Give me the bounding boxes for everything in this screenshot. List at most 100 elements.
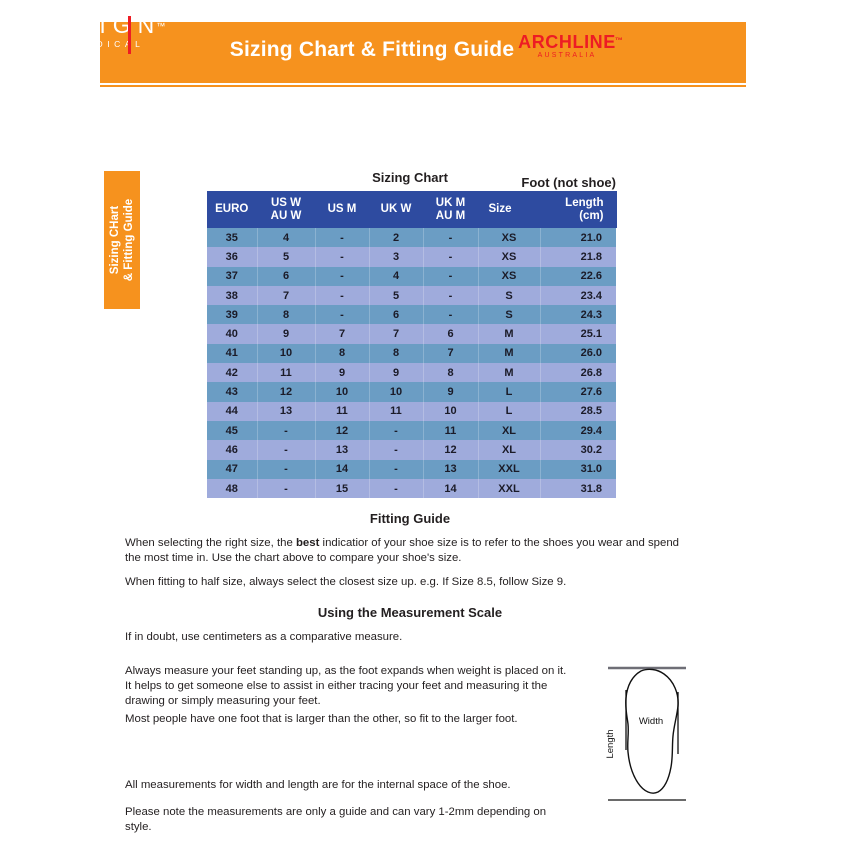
foot-diagram-width-label: Width [639,716,663,727]
table-cell: 11 [369,401,424,421]
foot-not-shoe-note: Foot (not shoe) [521,175,616,190]
table-cell: 10 [315,382,370,402]
foot-measurement-diagram: Width Length [594,664,714,804]
fitting-guide-paragraph-1-part2: indicatior of your shoe size is to refer… [125,537,680,564]
table-cell: 9 [315,363,370,383]
table-cell: XL [478,420,541,441]
table-cell: 46 [207,440,258,460]
table-cell: 12 [257,382,316,402]
side-tab-label-line2: & Fitting Guide [123,198,135,282]
measurement-paragraph-3: Most people have one foot that is larger… [125,713,518,725]
table-row: 39 8-6- S 24.3 [207,305,616,325]
column-header-length-line2: (cm) [579,209,604,222]
table-cell: - [423,247,479,267]
table-cell: XS [478,266,541,286]
axign-subtitle: MEDICAL [74,39,145,49]
table-cell: 5 [369,285,424,306]
table-cell: 21.0 [540,228,616,248]
column-header-size-line1: Size [488,203,512,216]
table-cell: - [257,478,316,499]
column-header-us-w: US W AU W [257,191,316,228]
table-cell: M [478,363,541,383]
archline-wordmark-text: ARCHLINE [518,32,616,52]
table-cell: 13 [257,401,316,421]
table-cell: 39 [207,305,258,325]
archline-logo: ARCHLINE ™ AUSTRALIA [502,32,632,59]
table-cell: - [315,266,370,286]
table-cell: 26.8 [540,363,616,383]
table-cell: 24.3 [540,305,616,325]
archline-subtitle: AUSTRALIA [537,52,597,59]
table-cell: 38 [207,285,258,306]
column-header-euro-line1: EURO [215,203,249,216]
measurement-paragraph-4: All measurements for width and length ar… [125,779,511,791]
table-cell: 8 [423,363,479,383]
table-cell: M [478,343,541,364]
table-cell: 7 [257,285,316,306]
table-cell: 2 [369,228,424,248]
column-header-us-m-line1: US M [327,203,357,216]
column-header-euro: EURO [207,191,258,228]
column-header-uk-m: UK M AU M [423,191,479,228]
fitting-guide-paragraph-1-part1: When selecting the right size, the [125,537,296,549]
table-cell: 3 [369,247,424,267]
table-cell: 21.8 [540,247,616,267]
table-cell: S [478,285,541,306]
measurement-paragraph-2: Always measure your feet standing up, as… [125,665,567,707]
archline-wordmark: ARCHLINE ™ [518,32,623,52]
table-header-row: EURO US W AU W US M UK W UK M AU M Size [207,191,617,228]
page-title: Sizing Chart & Fitting Guide [229,38,515,61]
table-cell: - [257,420,316,441]
table-cell: - [315,247,370,267]
table-cell: 10 [369,382,424,402]
trademark-icon: ™ [614,36,623,45]
column-header-us-m: US M [315,191,370,228]
table-cell: - [369,440,424,460]
table-cell: - [369,459,424,479]
table-cell: XS [478,247,541,267]
table-cell: 13 [423,459,479,479]
table-cell: 10 [423,401,479,421]
table-cell: 4 [369,266,424,286]
table-cell: 43 [207,382,258,402]
chart-title: Sizing Chart [372,170,448,185]
table-cell: XXL [478,478,541,499]
side-tab-label: Sizing CHart & Fitting Guide [108,199,136,281]
table-cell: 25.1 [540,324,616,344]
fitting-guide-paragraph-2: When fitting to half size, always select… [125,576,567,588]
fitting-guide-paragraph-1: When selecting the right size, the best … [125,536,697,566]
measurement-paragraph-5: Please note the measurements are only a … [125,806,547,833]
table-cell: 37 [207,266,258,286]
table-cell: XS [478,228,541,248]
table-cell: 8 [257,305,316,325]
column-header-us-w-line2: AU W [270,209,302,222]
table-cell: 8 [369,343,424,364]
table-row: 42 11 9 9 8 M 26.8 [207,363,616,383]
table-cell: 26.0 [540,343,616,364]
table-cell: S [478,305,541,325]
column-header-uk-m-line2: AU M [435,209,466,222]
table-row: 36 5-3- XS 21.8 [207,247,616,267]
column-header-length: Length (cm) [540,191,617,228]
table-cell: - [423,266,479,286]
table-cell: - [315,228,370,248]
header-banner [100,22,746,83]
table-cell: - [315,285,370,306]
table-cell: 11 [423,420,479,441]
column-header-uk-m-line1: UK M [435,197,466,209]
measurement-scale-heading: Using the Measurement Scale [317,605,503,620]
table-cell: XL [478,440,541,460]
table-cell: 27.6 [540,382,616,402]
table-cell: 14 [315,459,370,479]
table-row: 35 4-2- XS 21.0 [207,228,616,248]
column-header-us-w-line1: US W [270,197,302,209]
table-cell: 30.2 [540,440,616,460]
table-cell: 12 [423,440,479,460]
table-cell: 10 [257,343,316,364]
table-cell: 14 [423,478,479,499]
table-cell: - [423,228,479,248]
table-cell: 5 [257,247,316,267]
table-row: 44 13 11 11 10 L 28.5 [207,401,616,421]
table-row: 48-15-14 XXL 31.8 [207,478,616,499]
side-tab-sizing-chart: Sizing CHart & Fitting Guide [104,171,140,309]
